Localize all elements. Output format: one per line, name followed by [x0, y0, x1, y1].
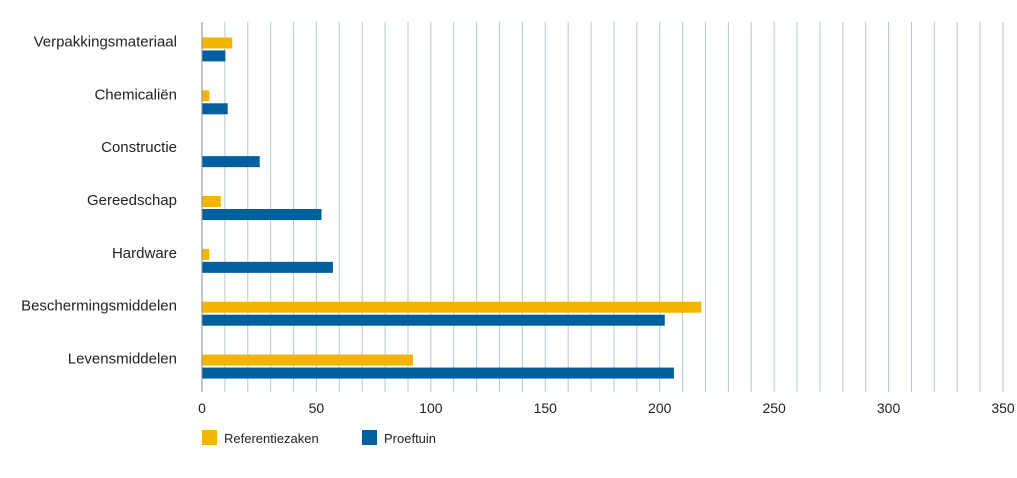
category-label: Levensmiddelen — [68, 351, 177, 368]
legend-label-referentiezaken: Referentiezaken — [224, 431, 319, 446]
bar-referentiezaken-hardware — [202, 248, 210, 260]
grid-lines — [201, 22, 1004, 392]
category-label: Chemicaliën — [94, 86, 177, 103]
category-labels: Verpakkingsmateriaal Chemicaliën Construct… — [21, 33, 177, 367]
x-tick-label: 250 — [762, 400, 786, 416]
bar-proeftuin-verpakkingsmateriaal — [202, 50, 226, 62]
category-label: Beschermingsmiddelen — [21, 298, 177, 315]
bar-referentiezaken-verpakkingsmateriaal — [202, 37, 233, 49]
x-axis-tick-labels: 0 50 100 150 200 250 300 350 — [198, 400, 1015, 416]
x-tick-label: 100 — [419, 400, 443, 416]
x-tick-label: 150 — [534, 400, 558, 416]
bar-proeftuin-levensmiddelen — [202, 367, 674, 379]
legend-swatch-proeftuin — [362, 430, 377, 445]
legend-swatch-referentiezaken — [202, 430, 217, 445]
category-label: Verpakkingsmateriaal — [34, 33, 177, 50]
bar-referentiezaken-gereedschap — [202, 196, 221, 207]
bar-referentiezaken-chemicaliën — [202, 90, 210, 102]
category-label: Constructie — [101, 139, 177, 156]
x-tick-label: 200 — [648, 400, 672, 416]
x-tick-label: 350 — [991, 400, 1015, 416]
x-tick-label: 0 — [198, 400, 206, 416]
x-tick-label: 50 — [309, 400, 325, 416]
legend-label-proeftuin: Proeftuin — [384, 431, 436, 446]
bar-proeftuin-gereedschap — [202, 209, 322, 220]
bar-referentiezaken-levensmiddelen — [202, 354, 414, 366]
x-tick-label: 300 — [877, 400, 901, 416]
category-label: Gereedschap — [87, 192, 177, 209]
legend: Referentiezaken Proeftuin — [202, 430, 436, 446]
bar-proeftuin-hardware — [202, 261, 333, 273]
bar-proeftuin-beschermingsmiddelen — [202, 314, 665, 326]
category-label: Hardware — [112, 245, 177, 262]
bar-proeftuin-chemicaliën — [202, 103, 228, 115]
bar-referentiezaken-beschermingsmiddelen — [202, 301, 702, 313]
bar-proeftuin-constructie — [202, 156, 260, 168]
bars — [202, 37, 702, 379]
